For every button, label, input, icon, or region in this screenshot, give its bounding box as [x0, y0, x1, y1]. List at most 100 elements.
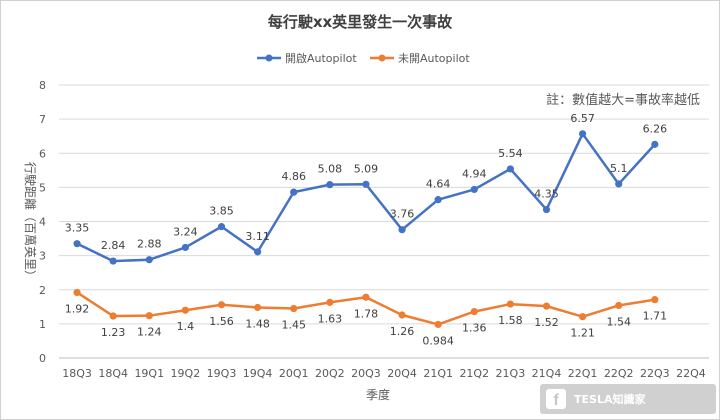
data-point — [290, 188, 298, 196]
data-label: 3.85 — [209, 205, 234, 218]
x-tick-label: 20Q4 — [387, 367, 417, 380]
watermark: f TESLA知識家 — [540, 384, 716, 414]
data-label: 0.984 — [422, 334, 454, 347]
x-tick-label: 21Q2 — [459, 367, 489, 380]
data-point — [217, 223, 226, 231]
data-label: 1.56 — [209, 315, 234, 328]
x-tick-label: 19Q4 — [243, 367, 273, 380]
data-point — [73, 288, 81, 297]
data-point — [326, 298, 334, 306]
x-tick-label: 19Q1 — [134, 367, 164, 380]
y-tick-label: 7 — [39, 113, 46, 126]
data-point — [398, 226, 406, 234]
data-point — [362, 293, 370, 301]
y-axis-label: 行駛距離（百萬英里） — [23, 162, 37, 282]
legend-item: 開啟Autopilot — [257, 51, 357, 65]
data-point — [470, 307, 478, 316]
x-axis-ticks: 18Q3 18Q4 19Q1 19Q2 19Q3 19Q4 20Q1 20Q2 20Q3 20Q4… — [62, 367, 706, 380]
data-label: 3.35 — [65, 222, 90, 235]
gridlines — [59, 84, 709, 359]
data-label: 4.94 — [462, 167, 487, 180]
data-label: 5.54 — [498, 147, 523, 160]
data-labels: 3.35 2.84 2.88 3.24 3.85 3.11 4.86 5.08 5.09 3.76… — [65, 112, 667, 348]
svg-text:f: f — [553, 392, 559, 409]
data-point — [434, 196, 442, 204]
legend-label: 開啟Autopilot — [285, 51, 357, 65]
x-tick-label: 20Q2 — [315, 367, 345, 380]
data-point — [290, 304, 298, 313]
data-label: 4.35 — [534, 188, 559, 201]
chart-title: 每行駛xx英里發生一次事故 — [268, 13, 453, 31]
data-label: 1.36 — [462, 322, 487, 335]
y-tick-label: 5 — [39, 181, 46, 194]
x-tick-label: 22Q2 — [604, 367, 634, 380]
watermark-text: TESLA知識家 — [574, 392, 646, 406]
x-tick-label: 19Q2 — [171, 367, 201, 380]
x-tick-label: 21Q4 — [532, 367, 562, 380]
x-tick-label: 22Q3 — [640, 367, 670, 380]
data-label: 1.23 — [101, 326, 126, 339]
data-point — [542, 205, 551, 214]
data-point — [542, 302, 551, 310]
x-tick-label: 22Q4 — [676, 367, 706, 380]
data-label: 2.84 — [101, 239, 126, 252]
data-label: 3.24 — [173, 225, 198, 238]
data-label: 1.58 — [498, 314, 523, 327]
data-label: 5.1 — [610, 162, 628, 175]
legend: 開啟Autopilot 未開Autopilot — [257, 51, 470, 65]
data-point — [362, 180, 370, 188]
data-point — [579, 313, 587, 321]
data-point — [470, 185, 478, 194]
data-point — [398, 311, 406, 319]
data-label: 4.86 — [281, 170, 306, 183]
legend-item: 未開Autopilot — [370, 52, 470, 65]
y-tick-label: 6 — [39, 147, 46, 160]
legend-marker — [378, 54, 386, 62]
x-tick-label: 20Q1 — [279, 367, 309, 380]
data-label: 1.45 — [281, 319, 306, 332]
data-point — [181, 243, 189, 252]
data-label: 1.4 — [177, 320, 195, 333]
x-tick-label: 22Q1 — [568, 367, 598, 380]
y-tick-label: 3 — [39, 250, 46, 263]
annotation-note: 註：數值越大=事故率越低 — [546, 92, 700, 108]
data-label: 1.54 — [606, 315, 631, 328]
y-tick-label: 1 — [39, 318, 46, 331]
legend-marker — [265, 54, 273, 62]
data-point — [506, 165, 514, 173]
y-axis-ticks: 0 1 2 3 4 5 6 7 8 — [39, 79, 46, 365]
data-label: 4.64 — [426, 178, 451, 191]
data-label: 6.26 — [643, 122, 668, 135]
data-point — [326, 181, 334, 189]
x-tick-label: 20Q3 — [351, 367, 381, 380]
data-point — [651, 296, 659, 304]
data-point — [615, 301, 623, 310]
x-tick-label: 18Q4 — [98, 367, 128, 380]
data-point — [651, 140, 659, 148]
data-point — [434, 320, 442, 329]
data-point — [181, 306, 189, 314]
data-label: 1.21 — [570, 327, 595, 340]
data-label: 1.63 — [318, 312, 343, 325]
data-point — [254, 248, 262, 256]
data-label: 1.71 — [643, 310, 668, 323]
data-point — [506, 300, 514, 308]
facebook-icon: f — [546, 389, 566, 409]
x-tick-label: 21Q1 — [423, 367, 453, 380]
data-point — [145, 256, 153, 264]
data-point — [615, 180, 623, 188]
watermark-background — [540, 384, 716, 414]
data-label: 5.09 — [354, 162, 379, 175]
data-point — [579, 130, 587, 138]
data-point — [109, 312, 117, 320]
data-label: 1.92 — [65, 302, 90, 315]
data-point — [217, 301, 226, 309]
x-tick-label: 19Q3 — [207, 367, 237, 380]
data-point — [73, 240, 81, 248]
data-label: 5.08 — [318, 163, 343, 176]
data-point — [109, 257, 117, 265]
data-label: 3.11 — [245, 230, 270, 243]
data-label: 1.78 — [354, 307, 379, 320]
